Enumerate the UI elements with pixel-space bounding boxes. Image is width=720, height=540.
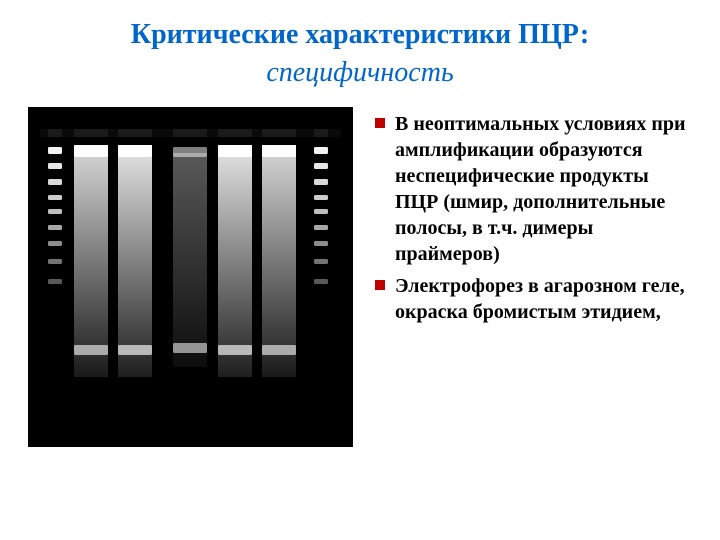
bullet-text: Электрофорез в агарозном геле, окраска б… <box>395 273 692 325</box>
list-item: В неоптимальных условиях при амплификаци… <box>375 111 692 267</box>
content-row: В неоптимальных условиях при амплификаци… <box>28 107 692 447</box>
bullet-list: В неоптимальных условиях при амплификаци… <box>375 107 692 331</box>
slide: Критические характеристики ПЦР: специфич… <box>0 0 720 540</box>
bullet-icon <box>375 280 385 290</box>
list-item: Электрофорез в агарозном геле, окраска б… <box>375 273 692 325</box>
gel-image <box>28 107 353 447</box>
slide-subtitle: специфичность <box>28 56 692 90</box>
bullet-icon <box>375 118 385 128</box>
bullet-text: В неоптимальных условиях при амплификаци… <box>395 111 692 267</box>
slide-title: Критические характеристики ПЦР: <box>28 18 692 52</box>
